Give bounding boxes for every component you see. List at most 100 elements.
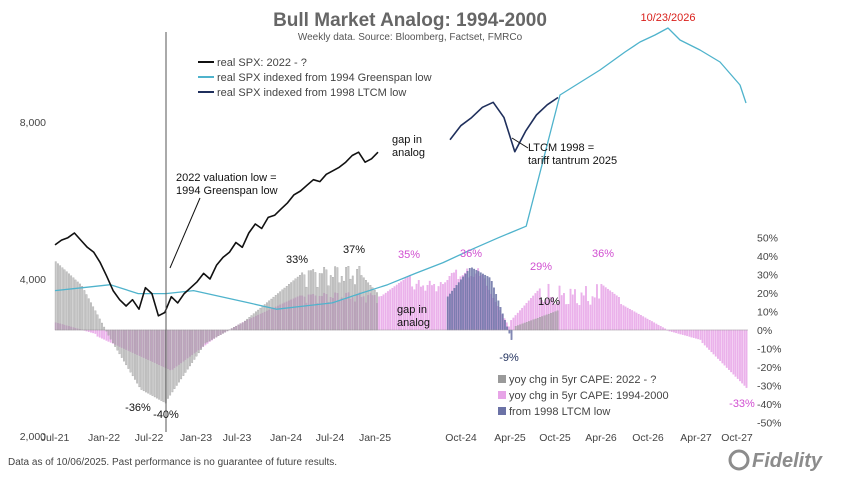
cape-1994-bar bbox=[611, 292, 614, 331]
cape-1994-bar bbox=[637, 313, 640, 331]
cape-1994-bar bbox=[642, 316, 645, 331]
cape-1994-bar bbox=[382, 294, 385, 331]
cape-2022-bar bbox=[109, 329, 112, 340]
cape-2022-bar bbox=[259, 307, 262, 331]
cape-2022-bar bbox=[208, 329, 211, 341]
cape-2022-bar bbox=[246, 318, 249, 331]
cape-1994-bar bbox=[670, 329, 673, 332]
right-tick-label: 10% bbox=[757, 307, 778, 319]
annotation-ltcm: LTCM 1998 = tariff tantrum 2025 bbox=[511, 137, 617, 167]
cape-1994-bar bbox=[633, 311, 636, 331]
annotation-ltcm-arrow bbox=[511, 137, 529, 149]
cape-1994-bar bbox=[510, 320, 513, 331]
footer-disclaimer: Data as of 10/06/2025. Past performance … bbox=[8, 457, 337, 468]
right-tick-label: 40% bbox=[757, 251, 778, 263]
cape-2022-bar bbox=[140, 329, 143, 390]
cape-1994-bar bbox=[378, 296, 381, 331]
bar-label-36-right: 36% bbox=[592, 248, 614, 260]
cape-2022-bar bbox=[72, 277, 75, 331]
cape-1994-bar bbox=[719, 329, 722, 361]
cape-2022-bar bbox=[171, 329, 174, 393]
cape-2022-bar bbox=[153, 329, 156, 398]
x-tick-label: Oct-25 bbox=[539, 432, 571, 444]
x-tick-label: Oct-24 bbox=[445, 432, 477, 444]
cape-1994-bar bbox=[732, 329, 735, 375]
cape-2022-bar bbox=[371, 287, 374, 331]
annotation-peak-date: 10/23/2026 bbox=[640, 12, 695, 24]
cape-2022-bar bbox=[94, 310, 97, 331]
line-real-spx bbox=[54, 151, 379, 317]
cape-2022-bar bbox=[68, 273, 70, 331]
ltcm-bar bbox=[477, 271, 480, 331]
cape-2022-bar bbox=[224, 329, 227, 333]
ltcm-bar bbox=[501, 313, 504, 331]
cape-2022-bar bbox=[272, 296, 275, 331]
cape-1994-bar bbox=[631, 310, 634, 331]
cape-1994-bar bbox=[703, 329, 706, 346]
cape-1994-bar bbox=[648, 320, 651, 331]
cape-2022-bar bbox=[101, 322, 103, 331]
cape-1994-bar bbox=[626, 307, 629, 331]
cape-2022-bar bbox=[211, 329, 213, 340]
cape-1994-bar bbox=[574, 289, 576, 331]
cape-1994-bar bbox=[444, 282, 447, 331]
cape-1994-bar bbox=[589, 304, 592, 331]
cape-2022-bar bbox=[215, 329, 218, 338]
cape-1994-bar bbox=[613, 293, 616, 331]
cape-2022-bar bbox=[365, 280, 367, 331]
right-tick-label: 50% bbox=[757, 233, 778, 245]
cape-2022-bar bbox=[336, 267, 339, 331]
annotation-valuation-line2: 1994 Greenspan low bbox=[176, 185, 278, 197]
cape-1994-bar bbox=[596, 284, 598, 331]
cape-1994-bar bbox=[578, 305, 581, 331]
ltcm-bar bbox=[468, 268, 471, 331]
cape-2022-bar bbox=[241, 322, 244, 331]
cape-2022-bar bbox=[325, 269, 328, 331]
cape-2022-bar bbox=[200, 329, 202, 350]
ltcm-bar bbox=[499, 307, 502, 331]
cape-1994-bar bbox=[697, 329, 700, 340]
right-tick-label: -40% bbox=[757, 399, 782, 411]
cape-1994-bar bbox=[580, 292, 583, 331]
cape-1994-bar bbox=[653, 322, 656, 331]
cape-1994-bar bbox=[512, 317, 515, 331]
cape-2022-bar bbox=[112, 329, 114, 344]
cape-2022-bar bbox=[191, 329, 194, 363]
cape-1994-bar bbox=[593, 297, 596, 331]
cape-2022-bar bbox=[305, 286, 308, 331]
cape-1994-bar bbox=[635, 312, 638, 331]
x-tick-label: Jul-21 bbox=[41, 432, 70, 444]
cape-2022-tail-bar bbox=[536, 318, 539, 331]
ltcm-bar bbox=[466, 270, 469, 331]
cape-2022-bar bbox=[167, 329, 169, 399]
bar-label-neg40: -40% bbox=[153, 409, 179, 421]
x-tick-label: Jul-22 bbox=[135, 432, 164, 444]
cape-1994-bar bbox=[662, 327, 664, 331]
cape-2022-bar bbox=[147, 329, 150, 394]
cape-1994-bar bbox=[659, 326, 662, 331]
x-tick-label: Jul-24 bbox=[316, 432, 345, 444]
cape-2022-bar bbox=[136, 329, 139, 384]
annotation-gap-lower-line1: gap in bbox=[397, 304, 427, 316]
cape-2022-bar bbox=[321, 273, 323, 331]
legend-swatch-cape-1994 bbox=[498, 391, 506, 399]
x-tick-label: Jan-22 bbox=[88, 432, 120, 444]
cape-1994-bar bbox=[387, 291, 389, 331]
bar-legend: yoy chg in 5yr CAPE: 2022 - ? yoy chg in… bbox=[498, 374, 669, 418]
cape-1994-bar bbox=[598, 298, 601, 331]
cape-2022-bar bbox=[274, 295, 277, 331]
right-tick-label: 0% bbox=[757, 325, 772, 337]
ltcm-bar bbox=[504, 320, 506, 331]
cape-2022-bar bbox=[356, 269, 359, 331]
cape-2022-bar bbox=[131, 329, 134, 377]
cape-2022-bar bbox=[314, 272, 317, 331]
cape-2022-tail-bar bbox=[523, 322, 526, 331]
cape-2022-tail-bar bbox=[521, 323, 524, 331]
cape-2022-bar bbox=[103, 326, 106, 331]
right-axis: 50% 40% 30% 20% 10% 0% -10% -20% -30% -40% -50% bbox=[757, 233, 782, 430]
cape-1994-bar bbox=[701, 329, 704, 344]
cape-1994-bar bbox=[673, 329, 675, 333]
ltcm-bar bbox=[486, 276, 489, 331]
ltcm-bar bbox=[497, 300, 500, 331]
cape-2022-bar bbox=[178, 329, 180, 383]
